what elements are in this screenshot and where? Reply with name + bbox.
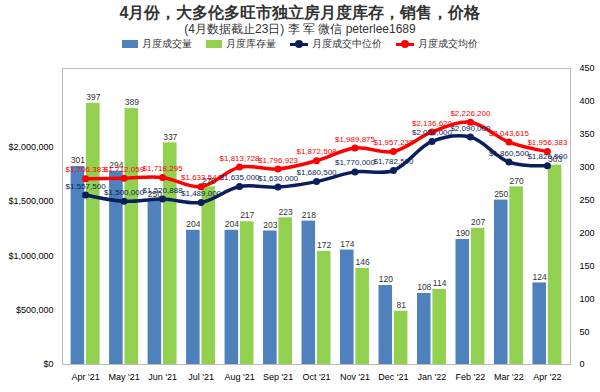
svg-text:Mar '22: Mar '22 — [494, 372, 524, 382]
svg-text:Apr '21: Apr '21 — [71, 372, 99, 382]
svg-text:Jul '21: Jul '21 — [188, 372, 214, 382]
svg-text:250: 250 — [494, 189, 508, 199]
svg-text:270: 270 — [510, 176, 524, 186]
svg-text:$2,000,000: $2,000,000 — [8, 142, 53, 152]
svg-text:81: 81 — [396, 300, 406, 310]
svg-text:108: 108 — [417, 282, 431, 292]
svg-text:Oct '21: Oct '21 — [302, 372, 330, 382]
svg-text:174: 174 — [340, 239, 354, 249]
html-text:4月份，大多伦多旺市独立房月度库存，销售，价格: 4月份，大多伦多旺市独立房月度库存，销售，价格 — [119, 4, 481, 21]
svg-text:$1,770,000: $1,770,000 — [335, 158, 376, 167]
html-text:月度库存量: 月度库存量 — [226, 38, 276, 49]
svg-text:172: 172 — [317, 240, 331, 250]
svg-text:200: 200 — [580, 228, 595, 238]
svg-text:301: 301 — [71, 155, 85, 165]
svg-text:$1,956,383: $1,956,383 — [527, 138, 568, 147]
svg-text:223: 223 — [279, 207, 293, 217]
svg-text:$1,813,728: $1,813,728 — [220, 154, 261, 163]
svg-text:$1,712,059: $1,712,059 — [104, 165, 145, 174]
svg-text:$1,557,500: $1,557,500 — [66, 182, 107, 191]
svg-text:400: 400 — [580, 96, 595, 106]
svg-text:50: 50 — [580, 326, 590, 336]
html-text:月度成交量: 月度成交量 — [142, 38, 192, 49]
svg-text:337: 337 — [163, 132, 177, 142]
svg-text:$2,226,200: $2,226,200 — [450, 109, 491, 118]
svg-text:$1,489,000: $1,489,000 — [181, 189, 222, 198]
svg-text:190: 190 — [456, 228, 470, 238]
svg-text:217: 217 — [240, 210, 254, 220]
svg-text:207: 207 — [471, 217, 485, 227]
svg-text:Jun '21: Jun '21 — [148, 372, 177, 382]
html-text:(4月数据截止23日) 李 军 微信 peterlee168: (4月数据截止23日) 李 军 微信 peterlee1689 — [184, 22, 416, 36]
svg-text:$1,635,000: $1,635,000 — [220, 173, 261, 182]
svg-text:204: 204 — [225, 219, 239, 229]
svg-text:$1,630,000: $1,630,000 — [258, 174, 299, 183]
svg-text:300: 300 — [580, 162, 595, 172]
svg-text:0: 0 — [580, 359, 585, 369]
svg-text:$1,680,500: $1,680,500 — [296, 168, 337, 177]
svg-text:$2,050,000: $2,050,000 — [412, 128, 453, 137]
svg-text:$1,989,875: $1,989,875 — [335, 135, 376, 144]
svg-text:$500,000: $500,000 — [16, 305, 54, 315]
svg-text:Feb '22: Feb '22 — [456, 372, 486, 382]
svg-text:Dec '21: Dec '21 — [378, 372, 408, 382]
svg-text:Nov '21: Nov '21 — [340, 372, 370, 382]
svg-text:$1,000,000: $1,000,000 — [8, 251, 53, 261]
svg-text:203: 203 — [263, 220, 277, 230]
svg-text:$1,633,544: $1,633,544 — [181, 173, 222, 182]
svg-text:May '21: May '21 — [108, 372, 139, 382]
svg-text:218: 218 — [302, 210, 316, 220]
svg-text:$0: $0 — [43, 359, 53, 369]
svg-text:124: 124 — [533, 272, 547, 282]
svg-text:$1,500,000: $1,500,000 — [104, 188, 145, 197]
svg-text:150: 150 — [580, 261, 595, 271]
svg-text:146: 146 — [356, 257, 370, 267]
svg-text:$1,860,500: $1,860,500 — [489, 149, 530, 158]
svg-text:$2,043,615: $2,043,615 — [489, 129, 530, 138]
svg-text:$1,782,500: $1,782,500 — [373, 157, 414, 166]
svg-text:$1,957,232: $1,957,232 — [373, 138, 414, 147]
html-text:月度成交中位价: 月度成交中位价 — [312, 38, 382, 49]
svg-text:204: 204 — [186, 219, 200, 229]
svg-text:$1,826,500: $1,826,500 — [527, 152, 568, 161]
svg-text:$1,500,000: $1,500,000 — [8, 196, 53, 206]
svg-text:389: 389 — [125, 97, 139, 107]
svg-text:350: 350 — [580, 129, 595, 139]
svg-text:$1,520,888: $1,520,888 — [143, 186, 184, 195]
svg-text:120: 120 — [379, 274, 393, 284]
svg-text:450: 450 — [580, 63, 595, 73]
svg-text:$1,796,923: $1,796,923 — [258, 156, 299, 165]
html-text:月度成交均价: 月度成交均价 — [418, 38, 478, 49]
svg-text:397: 397 — [86, 92, 100, 102]
svg-text:100: 100 — [580, 294, 595, 304]
svg-text:Sep '21: Sep '21 — [263, 372, 293, 382]
svg-text:Aug '21: Aug '21 — [224, 372, 254, 382]
svg-text:114: 114 — [433, 278, 447, 288]
svg-text:$1,872,508: $1,872,508 — [296, 147, 337, 156]
svg-text:$2,136,620: $2,136,620 — [412, 119, 453, 128]
svg-text:Jan '22: Jan '22 — [418, 372, 447, 382]
svg-text:$1,706,383: $1,706,383 — [66, 165, 107, 174]
svg-text:Apr '22: Apr '22 — [533, 372, 561, 382]
svg-text:$2,090,000: $2,090,000 — [450, 124, 491, 133]
svg-text:250: 250 — [580, 195, 595, 205]
svg-text:$1,718,295: $1,718,295 — [143, 164, 184, 173]
